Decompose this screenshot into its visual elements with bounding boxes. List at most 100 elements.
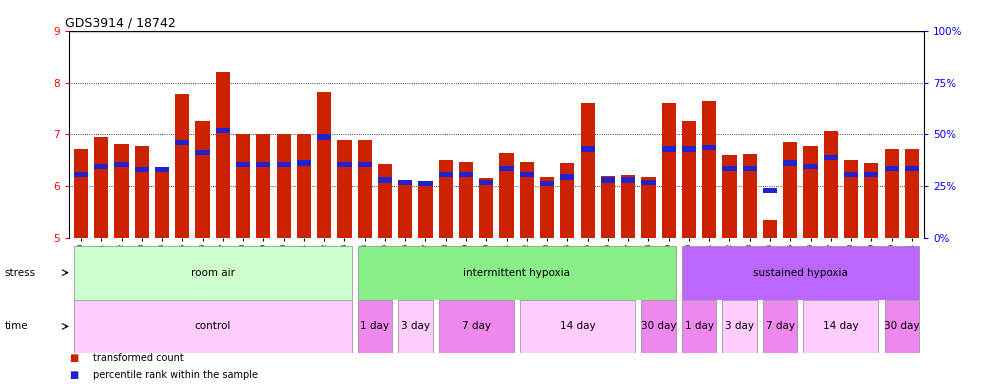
Bar <box>114 144 129 238</box>
Bar <box>844 161 858 238</box>
Text: transformed count: transformed count <box>93 353 184 363</box>
Bar <box>723 300 757 353</box>
Bar <box>520 300 635 353</box>
Bar <box>196 121 209 238</box>
Bar <box>377 164 392 238</box>
Bar <box>662 146 675 152</box>
Bar <box>621 177 635 183</box>
Bar <box>479 179 493 238</box>
Text: 1 day: 1 day <box>684 321 714 331</box>
Bar <box>438 172 453 177</box>
Text: room air: room air <box>191 268 235 278</box>
Text: GDS3914 / 18742: GDS3914 / 18742 <box>65 17 175 30</box>
Bar <box>377 177 392 183</box>
Bar <box>581 103 595 238</box>
Bar <box>358 246 675 300</box>
Text: ■: ■ <box>69 370 78 380</box>
Bar <box>337 139 352 238</box>
Text: percentile rank within the sample: percentile rank within the sample <box>93 370 259 380</box>
Bar <box>864 163 879 238</box>
Bar <box>94 164 108 169</box>
Bar <box>276 162 291 167</box>
Bar <box>885 149 898 238</box>
Bar <box>601 176 615 238</box>
Bar <box>824 131 838 238</box>
Bar <box>864 172 879 177</box>
Bar <box>297 161 311 166</box>
Bar <box>904 166 919 171</box>
Bar <box>540 177 554 238</box>
Bar <box>682 121 696 238</box>
Bar <box>540 181 554 186</box>
Bar <box>702 101 717 238</box>
Text: 3 day: 3 day <box>401 321 430 331</box>
Bar <box>94 137 108 238</box>
Bar <box>74 246 352 300</box>
Bar <box>641 179 656 185</box>
Bar <box>763 188 778 193</box>
Bar <box>601 177 615 183</box>
Text: 1 day: 1 day <box>361 321 389 331</box>
Text: 7 day: 7 day <box>462 321 491 331</box>
Bar <box>885 166 898 171</box>
Bar <box>702 145 717 150</box>
Bar <box>520 162 534 238</box>
Bar <box>723 155 736 238</box>
Bar <box>824 155 838 161</box>
Text: ■: ■ <box>69 353 78 363</box>
Bar <box>297 134 311 238</box>
Text: 3 day: 3 day <box>725 321 754 331</box>
Bar <box>358 139 372 238</box>
Bar <box>74 149 88 238</box>
Bar <box>682 146 696 152</box>
Bar <box>74 172 88 177</box>
Bar <box>499 166 514 171</box>
Bar <box>783 142 797 238</box>
Bar <box>723 166 736 171</box>
Bar <box>763 220 778 238</box>
Bar <box>641 300 675 353</box>
Bar <box>337 162 352 167</box>
Bar <box>904 149 919 238</box>
Bar <box>358 300 392 353</box>
Bar <box>742 166 757 171</box>
Bar <box>215 72 230 238</box>
Bar <box>135 146 148 238</box>
Bar <box>803 146 818 238</box>
Bar <box>114 162 129 167</box>
Bar <box>662 103 675 238</box>
Bar <box>398 179 412 185</box>
Bar <box>621 175 635 238</box>
Bar <box>803 300 879 353</box>
Bar <box>682 300 717 353</box>
Bar <box>175 94 190 238</box>
Bar <box>459 162 473 238</box>
Bar <box>560 174 574 179</box>
Text: 30 day: 30 day <box>641 321 676 331</box>
Bar <box>358 162 372 167</box>
Bar <box>135 167 148 172</box>
Bar <box>155 167 169 238</box>
Bar <box>419 181 433 186</box>
Bar <box>318 134 331 140</box>
Bar <box>236 134 251 238</box>
Text: stress: stress <box>5 268 36 278</box>
Text: sustained hypoxia: sustained hypoxia <box>753 268 847 278</box>
Text: 14 day: 14 day <box>823 321 859 331</box>
Bar <box>641 177 656 238</box>
Bar <box>438 300 514 353</box>
Text: control: control <box>195 321 231 331</box>
Text: 7 day: 7 day <box>766 321 794 331</box>
Bar <box>742 154 757 238</box>
Bar <box>438 161 453 238</box>
Bar <box>560 163 574 238</box>
Bar <box>398 300 433 353</box>
Bar <box>276 134 291 238</box>
Bar <box>885 300 919 353</box>
Bar <box>581 146 595 152</box>
Text: 30 day: 30 day <box>884 321 919 331</box>
Bar <box>459 172 473 177</box>
Bar <box>74 300 352 353</box>
Bar <box>257 162 270 167</box>
Bar <box>196 150 209 155</box>
